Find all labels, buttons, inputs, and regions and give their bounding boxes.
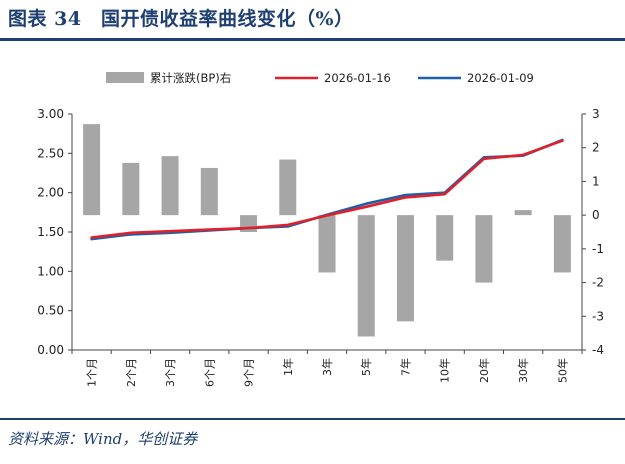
right-tick-label: 2	[592, 141, 600, 155]
x-label-5: 9个月	[243, 358, 256, 387]
legend: 累计涨跌(BP)右 2026-01-16 2026-01-09	[106, 71, 534, 85]
right-tick-label: -4	[592, 343, 604, 357]
right-tick-label: -2	[592, 276, 604, 290]
x-label-9: 7年	[398, 358, 412, 376]
left-tick-label: 3.00	[37, 107, 64, 121]
right-tick-label: 0	[592, 208, 600, 222]
bar-4	[200, 167, 218, 216]
x-label-6: 1年	[281, 358, 295, 376]
x-label-11: 20年	[477, 358, 491, 383]
bar-2	[122, 162, 140, 216]
right-tick-label: -1	[592, 242, 604, 256]
left-tick-label: 0.00	[37, 343, 64, 357]
footer-rule	[0, 418, 625, 420]
bar-7	[318, 215, 336, 273]
left-tick-label: 2.50	[37, 146, 64, 160]
legend-line-b-label: 2026-01-09	[467, 71, 534, 85]
x-label-3: 3个月	[164, 358, 177, 387]
yield-curve-chart: 累计涨跌(BP)右 2026-01-16 2026-01-09 0.00 0.50 1.…	[37, 71, 604, 387]
axes: 0.00 0.50 1.00 1.50 2.00 2.50 3.00 -4 -3 -2 -1 0 1 2 3	[37, 107, 604, 357]
bar-11	[475, 215, 493, 283]
bar-6	[279, 159, 297, 216]
bar-9	[396, 215, 414, 322]
bar-series	[83, 124, 571, 337]
x-label-4: 6个月	[203, 358, 216, 387]
left-tick-label: 2.00	[37, 186, 64, 200]
x-label-1: 1个月	[86, 358, 99, 387]
left-tick-label: 1.00	[37, 264, 64, 278]
bar-12	[514, 210, 532, 216]
legend-line-a-label: 2026-01-16	[324, 71, 391, 85]
x-label-10: 10年	[438, 358, 452, 383]
chart-title: 图表 34 国开债收益率曲线变化（%）	[8, 8, 354, 30]
bar-1	[83, 124, 101, 216]
x-label-12: 30年	[516, 358, 530, 383]
source-note: 资料来源：Wind，华创证券	[8, 430, 198, 448]
x-label-2: 2个月	[125, 358, 138, 387]
right-tick-label: -3	[592, 309, 604, 323]
left-tick-label: 0.50	[37, 304, 64, 318]
x-label-7: 3年	[320, 358, 334, 376]
x-label-13: 50年	[555, 358, 569, 383]
legend-bar-swatch	[106, 72, 144, 83]
left-tick-label: 1.50	[37, 225, 64, 239]
bar-8	[357, 215, 375, 337]
bar-10	[436, 215, 454, 261]
x-label-8: 5年	[359, 358, 373, 376]
line-series	[90, 138, 564, 241]
legend-bar-label: 累计涨跌(BP)右	[150, 71, 231, 85]
x-axis-labels: 1个月 2个月 3个月 6个月 9个月 1年 3年 5年 7年 10年 20年 30年 50年	[86, 358, 570, 387]
bar-13	[553, 215, 571, 273]
right-tick-label: 3	[592, 107, 600, 121]
right-tick-label: 1	[592, 174, 600, 188]
title-rule	[0, 38, 625, 41]
line-2026-01-16	[90, 139, 564, 239]
bar-3	[161, 156, 179, 216]
